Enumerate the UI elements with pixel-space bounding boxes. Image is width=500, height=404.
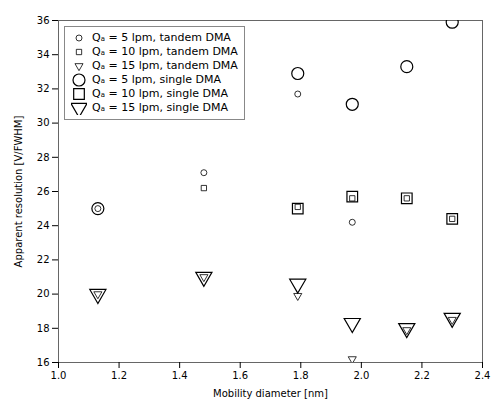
html-text:Qₐ = 10 lpm, tandem DMA: Qₐ = 10 lpm, tandem DMA <box>92 45 238 58</box>
svg-text:1.6: 1.6 <box>232 370 248 381</box>
html-text:Qₐ = 15 lpm, single DMA: Qₐ = 15 lpm, single DMA <box>92 101 228 114</box>
svg-text:24: 24 <box>37 220 50 231</box>
html-text:Qₐ = 10 lpm, single DMA: Qₐ = 10 lpm, single DMA <box>92 87 228 100</box>
html-text:Qₐ = 15 lpm, tandem DMA: Qₐ = 15 lpm, tandem DMA <box>92 59 238 72</box>
svg-text:Mobility diameter [nm]: Mobility diameter [nm] <box>213 388 328 399</box>
svg-text:1.8: 1.8 <box>293 370 309 381</box>
svg-text:1.2: 1.2 <box>111 370 127 381</box>
svg-text:1.4: 1.4 <box>172 370 188 381</box>
svg-text:Apparent resolution [V/FWHM]: Apparent resolution [V/FWHM] <box>13 116 24 268</box>
svg-text:32: 32 <box>37 83 50 94</box>
svg-text:18: 18 <box>37 323 50 334</box>
svg-text:28: 28 <box>37 152 50 163</box>
svg-text:16: 16 <box>37 357 50 368</box>
svg-text:2.2: 2.2 <box>414 370 430 381</box>
svg-text:26: 26 <box>37 186 50 197</box>
svg-text:22: 22 <box>37 254 50 265</box>
svg-text:36: 36 <box>37 15 50 26</box>
svg-text:30: 30 <box>37 117 50 128</box>
html-text:Qₐ = 5 lpm, single DMA: Qₐ = 5 lpm, single DMA <box>92 73 221 86</box>
html-text:Qₐ = 5 lpm, tandem DMA: Qₐ = 5 lpm, tandem DMA <box>92 31 231 44</box>
svg-text:1.0: 1.0 <box>51 370 67 381</box>
svg-text:2.4: 2.4 <box>475 370 491 381</box>
svg-text:20: 20 <box>37 288 50 299</box>
svg-text:34: 34 <box>37 49 50 60</box>
svg-text:2.0: 2.0 <box>353 370 369 381</box>
